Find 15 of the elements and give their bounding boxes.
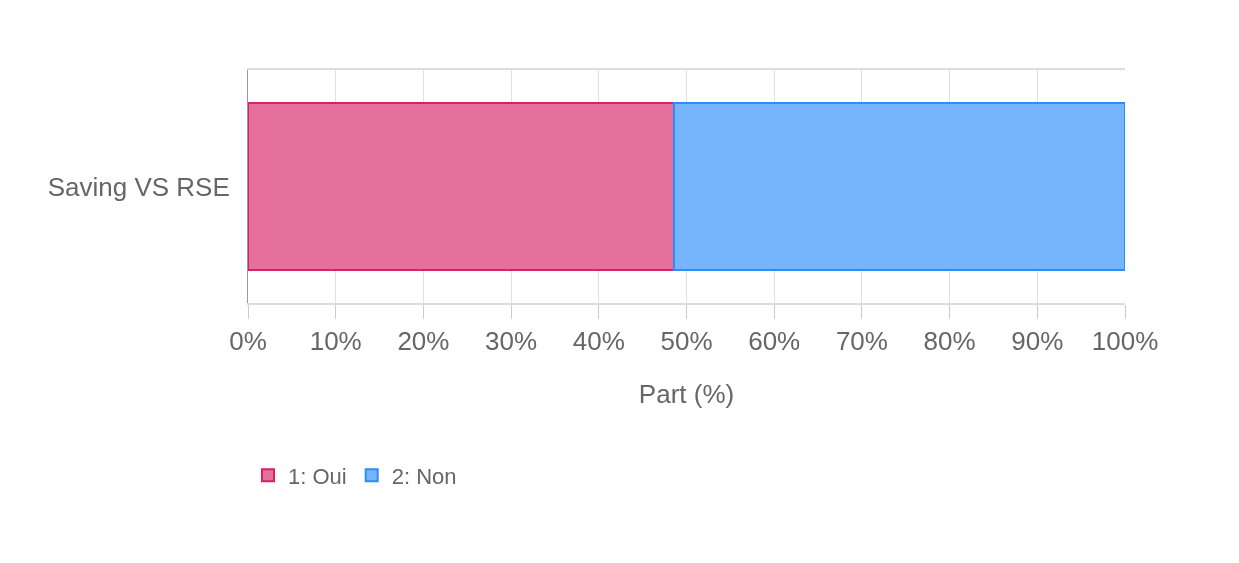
x-tick-label: 0%: [229, 326, 267, 357]
legend-label: 1: Oui: [288, 463, 347, 489]
x-tick-label: 80%: [923, 326, 976, 357]
x-tick-label: 30%: [485, 326, 538, 357]
x-tick-label: 100%: [1091, 326, 1159, 357]
x-tick-label: 20%: [397, 326, 450, 357]
x-tick-label: 70%: [835, 326, 888, 357]
legend-label: 2: Non: [391, 463, 457, 489]
x-tick-label: 90%: [1011, 326, 1064, 357]
x-tick-label: 10%: [309, 326, 362, 357]
x-axis-title: Part (%): [638, 379, 735, 410]
x-tick-label: 50%: [660, 326, 713, 357]
x-tick-label: 60%: [748, 326, 801, 357]
y-tick-label: Saving VS RSE: [47, 171, 230, 202]
x-tick-label: 40%: [572, 326, 625, 357]
